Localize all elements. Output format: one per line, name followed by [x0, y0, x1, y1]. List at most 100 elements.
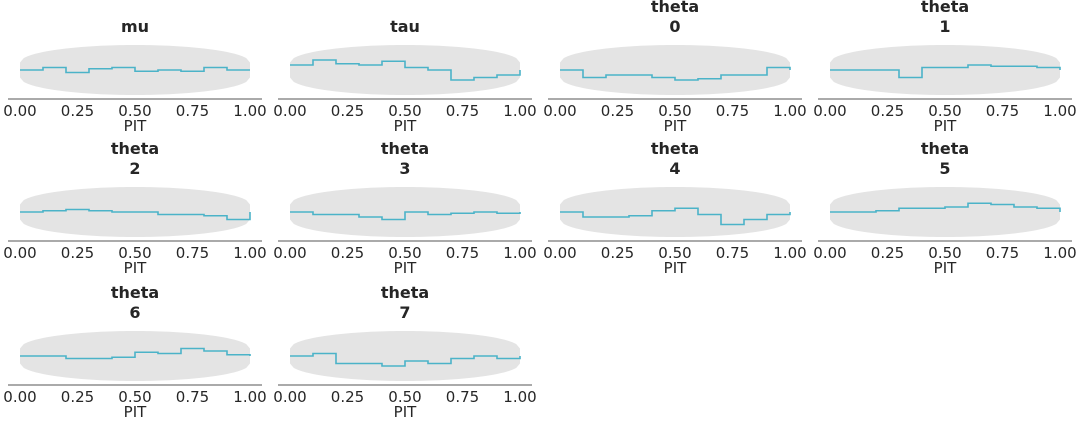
subplot-title: 5 [939, 159, 950, 178]
subplot-title: theta [381, 139, 429, 158]
subplot-title: 2 [129, 159, 140, 178]
confidence-band [830, 45, 1060, 95]
subplot-title: theta [381, 283, 429, 302]
confidence-band [560, 45, 790, 95]
ecdf-difference-line [830, 64, 1061, 79]
subplot-0: 0.00 0.25 0.50 0.75 1.00 PIT mu [3, 17, 266, 135]
subplot-1: 0.00 0.25 0.50 0.75 1.00 PIT tau [273, 17, 536, 135]
x-tick-label: 0.00 [543, 102, 576, 120]
x-tick-label: 1.00 [1043, 102, 1076, 120]
x-axis-label: PIT [394, 117, 417, 135]
x-tick-label: 0.25 [871, 102, 904, 120]
ecdf-difference-line [20, 208, 251, 221]
x-axis-label: PIT [124, 403, 147, 421]
x-tick-label: 0.50 [388, 102, 421, 120]
x-tick-label: 0.75 [176, 244, 209, 262]
x-tick-label: 0.50 [928, 244, 961, 262]
x-tick-label: 1.00 [503, 102, 536, 120]
x-tick-label: 0.75 [176, 102, 209, 120]
x-tick-label: 0.00 [3, 102, 36, 120]
subplot-title: 4 [669, 159, 680, 178]
x-tick-label: 0.75 [986, 244, 1019, 262]
x-axis-label: PIT [934, 259, 957, 277]
x-tick-label: 1.00 [233, 102, 266, 120]
x-tick-label: 0.00 [273, 388, 306, 406]
x-tick-label: 0.50 [118, 102, 151, 120]
confidence-band [830, 187, 1060, 237]
x-tick-label: 1.00 [233, 244, 266, 262]
x-tick-label: 1.00 [503, 388, 536, 406]
ecdf-difference-line [560, 207, 791, 226]
x-tick-label: 0.25 [61, 244, 94, 262]
x-tick-label: 1.00 [773, 102, 806, 120]
subplot-title: theta [111, 283, 159, 302]
x-tick-label: 0.75 [446, 244, 479, 262]
x-axis-label: PIT [664, 117, 687, 135]
confidence-band [290, 45, 520, 95]
x-tick-label: 0.50 [928, 102, 961, 120]
x-tick-label: 1.00 [773, 244, 806, 262]
x-tick-label: 0.25 [331, 244, 364, 262]
subplot-title: tau [390, 17, 420, 36]
subplot-title: 6 [129, 303, 140, 322]
x-tick-label: 0.25 [331, 102, 364, 120]
x-tick-label: 0.00 [273, 244, 306, 262]
x-tick-label: 0.00 [813, 102, 846, 120]
ecdf-difference-line [560, 66, 791, 81]
ecdf-difference-line [290, 59, 521, 81]
x-axis-label: PIT [394, 259, 417, 277]
subplot-title: theta [921, 139, 969, 158]
subplot-title: theta [651, 139, 699, 158]
ecdf-difference-line [830, 202, 1061, 213]
x-tick-label: 0.75 [446, 388, 479, 406]
x-tick-label: 1.00 [233, 388, 266, 406]
subplot-title: theta [111, 139, 159, 158]
x-tick-label: 0.25 [331, 388, 364, 406]
ecdf-difference-line [20, 66, 250, 74]
x-tick-label: 0.75 [716, 102, 749, 120]
x-axis-label: PIT [664, 259, 687, 277]
x-tick-label: 0.25 [601, 102, 634, 120]
x-tick-label: 0.75 [986, 102, 1019, 120]
x-tick-label: 0.25 [601, 244, 634, 262]
x-tick-label: 0.50 [118, 244, 151, 262]
x-tick-label: 1.00 [503, 244, 536, 262]
ecdf-difference-line [290, 211, 521, 221]
subplot-title: 1 [939, 17, 950, 36]
x-tick-label: 0.50 [388, 244, 421, 262]
x-tick-label: 0.75 [176, 388, 209, 406]
subplot-title: mu [121, 17, 149, 36]
confidence-band [560, 187, 790, 237]
x-axis-label: PIT [124, 259, 147, 277]
x-tick-label: 0.50 [388, 388, 421, 406]
subplot-title: theta [651, 0, 699, 16]
x-tick-label: 0.75 [716, 244, 749, 262]
subplot-title: 7 [399, 303, 410, 322]
x-tick-label: 0.75 [446, 102, 479, 120]
x-tick-label: 0.50 [658, 244, 691, 262]
x-tick-label: 0.00 [3, 388, 36, 406]
x-tick-label: 0.00 [813, 244, 846, 262]
x-tick-label: 0.25 [61, 102, 94, 120]
subplot-title: 0 [669, 17, 680, 36]
x-tick-label: 0.25 [61, 388, 94, 406]
subplot-title: theta [921, 0, 969, 16]
confidence-band [290, 331, 520, 381]
x-axis-label: PIT [934, 117, 957, 135]
subplot-title: 3 [399, 159, 410, 178]
x-tick-label: 0.00 [543, 244, 576, 262]
x-tick-label: 0.25 [871, 244, 904, 262]
x-tick-label: 0.00 [273, 102, 306, 120]
x-axis-label: PIT [394, 403, 417, 421]
x-axis-label: PIT [124, 117, 147, 135]
